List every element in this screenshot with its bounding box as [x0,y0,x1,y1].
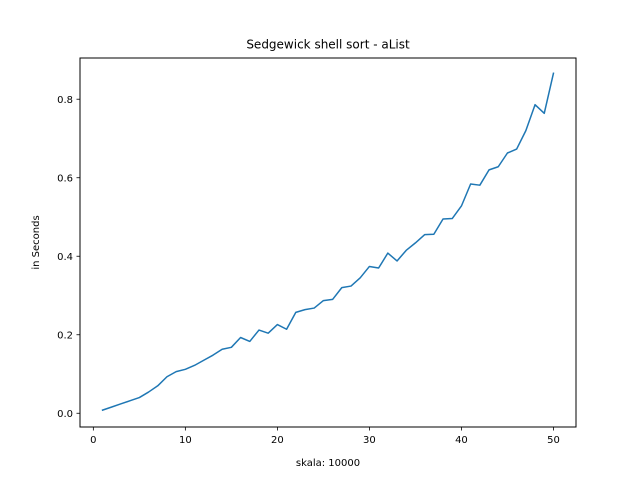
y-tick-label: 0.4 [57,252,73,263]
y-axis-ticks: 0.0 0.2 0.4 0.6 0.8 [57,95,80,420]
x-tick-label: 50 [547,435,560,446]
x-axis-ticks: 0 10 20 30 40 50 [90,427,560,446]
y-tick-label: 0.0 [57,409,73,420]
x-axis-label: skala: 10000 [296,458,360,469]
y-axis-label: in Seconds [31,215,42,269]
x-tick-label: 30 [363,435,376,446]
x-tick-label: 20 [271,435,284,446]
axes-frame [79,57,577,428]
y-tick-label: 0.2 [57,330,73,341]
plot-area [80,58,576,427]
x-tick-label: 40 [455,435,468,446]
y-tick-label: 0.8 [57,95,73,106]
x-tick-label: 10 [179,435,192,446]
series-line-0 [101,72,555,412]
y-tick-label: 0.6 [57,173,73,184]
chart-title: Sedgewick shell sort - aList [246,38,410,52]
axes-layer [79,57,577,428]
series-layer [101,72,555,412]
x-tick-label: 0 [90,435,96,446]
